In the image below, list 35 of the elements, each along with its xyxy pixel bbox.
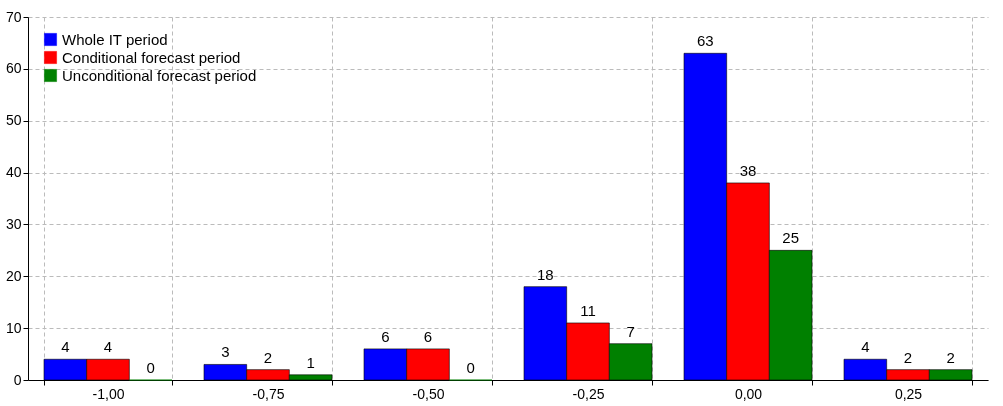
data-label: 3 <box>221 343 230 361</box>
y-tick-label: 10 <box>5 319 22 336</box>
data-label: 4 <box>103 338 113 356</box>
legend-label: Unconditional forecast period <box>62 66 257 84</box>
y-tick-label: 30 <box>5 215 22 232</box>
x-tick-label: -0,25 <box>572 385 605 402</box>
data-label: 25 <box>782 229 800 247</box>
data-label: 4 <box>61 338 70 356</box>
data-label: 6 <box>381 327 390 345</box>
y-tick-label: 70 <box>5 8 22 25</box>
data-label: 63 <box>696 32 714 50</box>
data-label: 38 <box>739 161 757 179</box>
x-tick-label: -1,00 <box>92 385 125 402</box>
legend-label: Whole IT period <box>62 30 168 48</box>
data-label: 6 <box>423 327 433 345</box>
y-tick-label: 50 <box>5 112 22 129</box>
data-label: 11 <box>580 301 596 319</box>
data-label: 0 <box>146 359 155 376</box>
y-tick-label: 60 <box>5 60 22 77</box>
legend-label: Conditional forecast period <box>62 48 241 66</box>
y-tick-label: 20 <box>5 267 22 284</box>
data-label: 2 <box>903 348 913 366</box>
y-tick-label: 0 <box>13 371 22 388</box>
data-label: 1 <box>306 353 315 371</box>
x-tick-label: 0,25 <box>894 385 923 402</box>
y-tick-label: 40 <box>5 164 22 181</box>
data-label: 4 <box>861 338 870 356</box>
x-tick-label: 0,00 <box>734 385 763 402</box>
data-label: 18 <box>536 265 554 283</box>
x-tick-label: -0,50 <box>412 385 445 402</box>
x-tick-label: -0,75 <box>252 385 285 402</box>
data-label: 0 <box>466 359 475 376</box>
data-label: 2 <box>946 348 955 366</box>
data-label: 7 <box>626 322 635 340</box>
data-label: 2 <box>263 348 273 366</box>
